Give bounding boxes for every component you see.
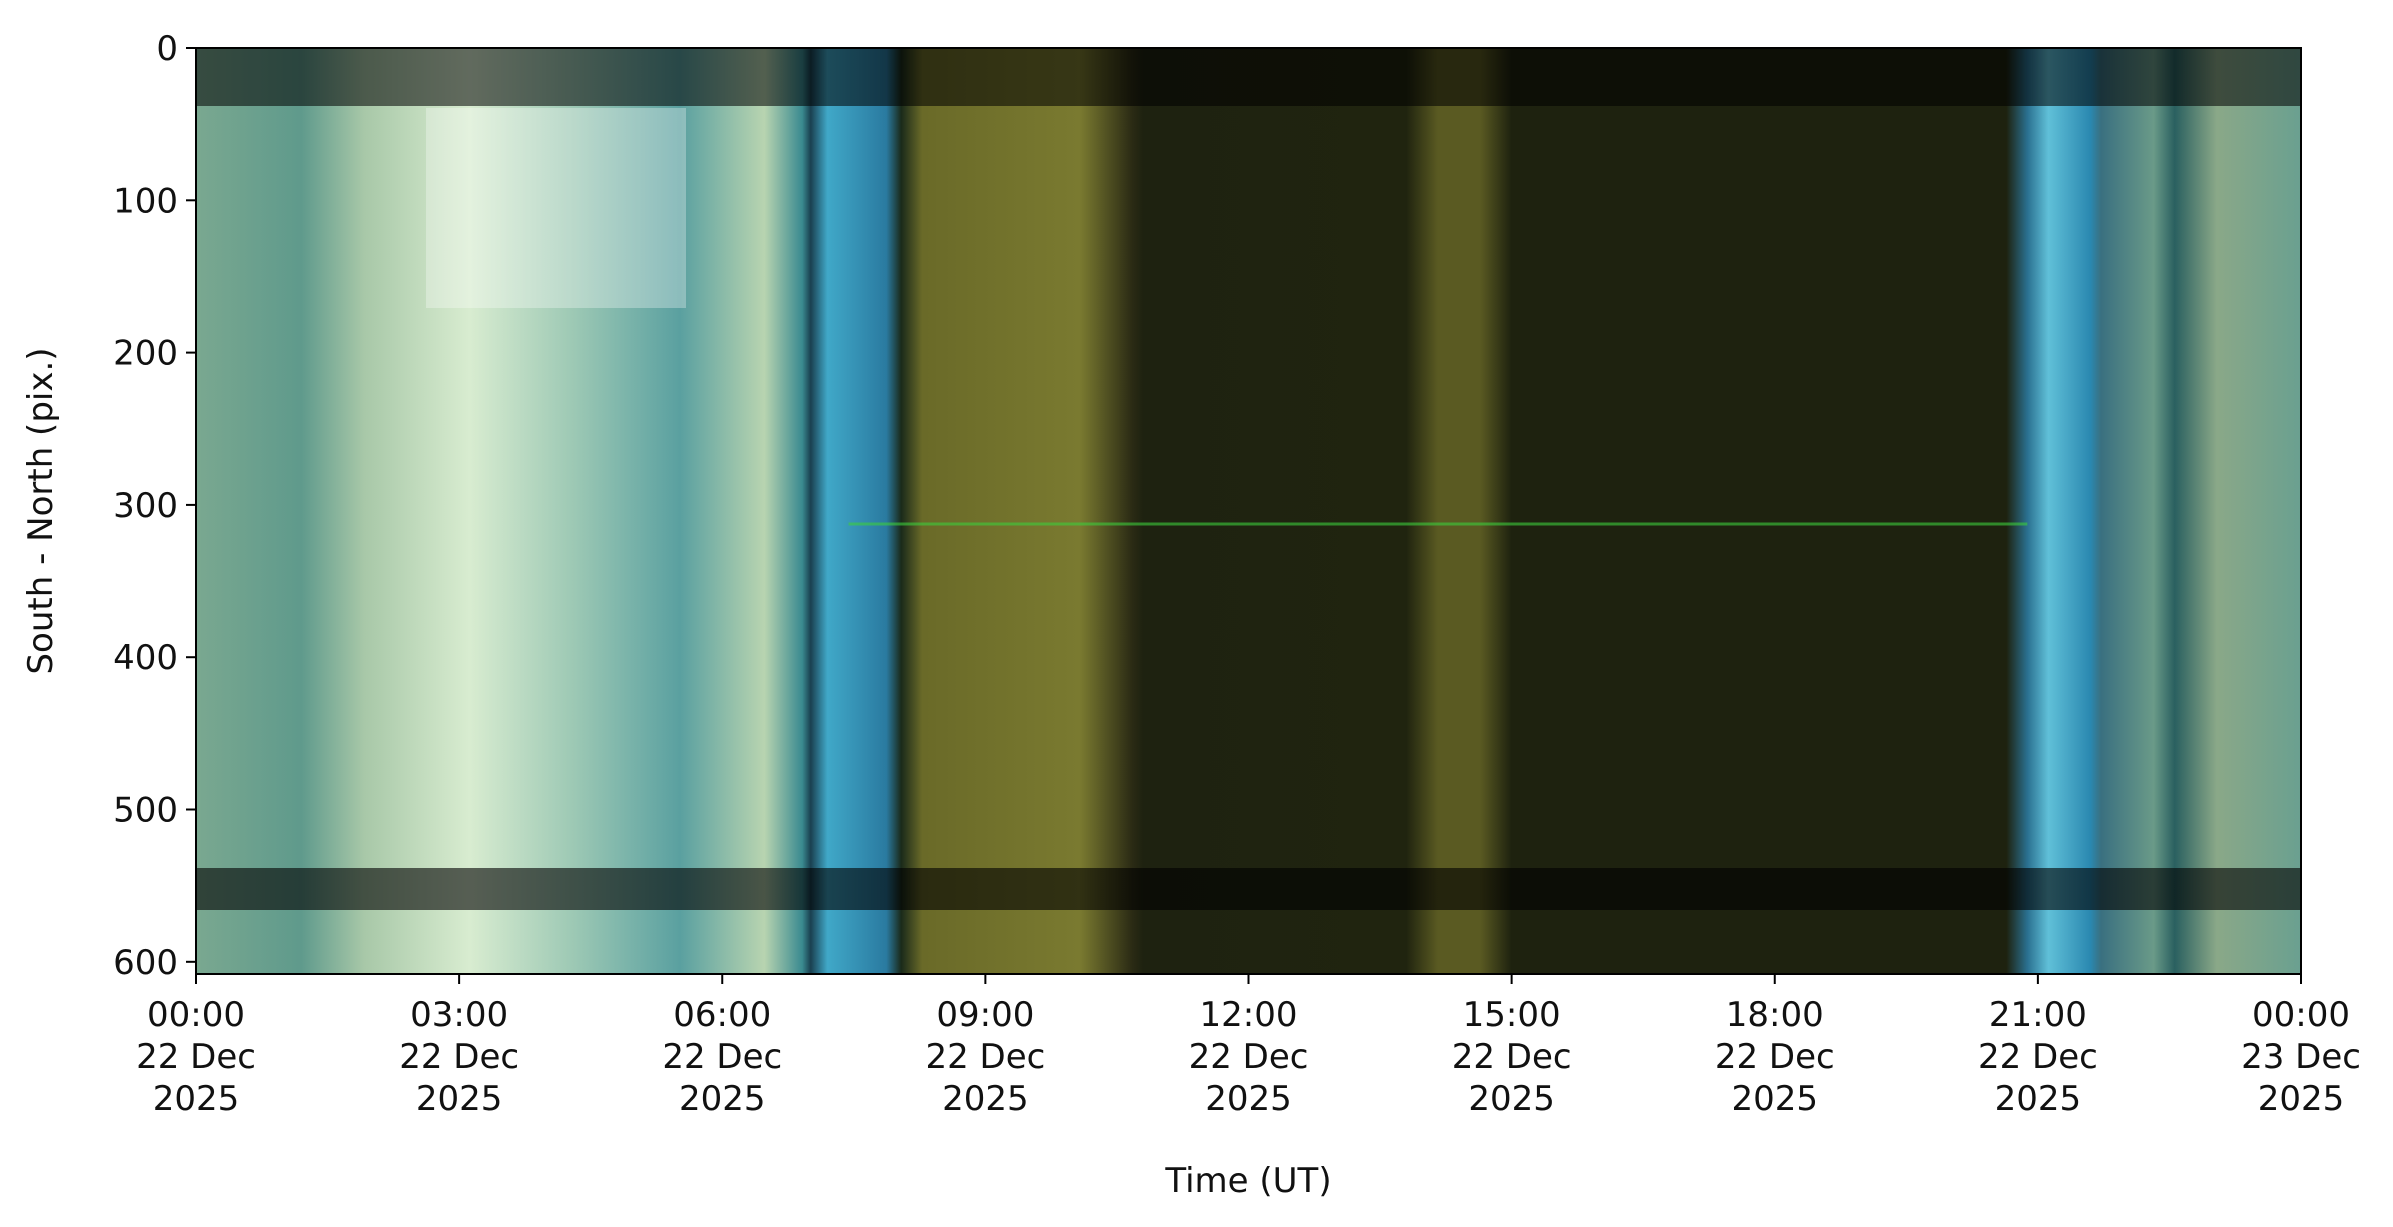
x-tick-label-line: 06:00 xyxy=(673,995,771,1035)
x-tick-label-line: 03:00 xyxy=(410,995,508,1035)
x-tick-label-line: 21:00 xyxy=(1989,995,2087,1035)
x-axis-label: Time (UT) xyxy=(1164,1161,1331,1201)
y-axis-label: South - North (pix.) xyxy=(21,347,61,674)
x-tick-label-line: 22 Dec xyxy=(1189,1037,1309,1077)
x-tick-label-line: 22 Dec xyxy=(1452,1037,1572,1077)
x-tick-label-line: 2025 xyxy=(416,1079,503,1119)
x-tick-label-line: 00:00 xyxy=(147,995,245,1035)
x-tick-label-line: 2025 xyxy=(942,1079,1029,1119)
x-tick-label-line: 12:00 xyxy=(1200,995,1298,1035)
y-tick-label: 300 xyxy=(113,486,178,526)
x-tick-label-line: 22 Dec xyxy=(399,1037,519,1077)
x-tick-label-line: 22 Dec xyxy=(136,1037,256,1077)
x-tick-label: 09:00 22 Dec 2025 xyxy=(925,995,1045,1119)
x-tick-label-line: 2025 xyxy=(153,1079,240,1119)
x-tick-label-line: 2025 xyxy=(679,1079,766,1119)
x-tick-label-line: 2025 xyxy=(1731,1079,1818,1119)
x-tick-label-line: 22 Dec xyxy=(1715,1037,1835,1077)
y-tick-label: 500 xyxy=(113,791,178,831)
y-tick-label: 400 xyxy=(113,638,178,678)
dark-band xyxy=(196,868,2301,910)
keogram-image xyxy=(196,48,2301,974)
x-tick-label: 18:00 22 Dec 2025 xyxy=(1715,995,1835,1119)
x-tick-label-line: 2025 xyxy=(1468,1079,1555,1119)
y-tick-label: 200 xyxy=(113,334,178,374)
glow xyxy=(426,108,686,308)
x-tick-label: 00:00 23 Dec 2025 xyxy=(2241,995,2361,1119)
x-tick-label: 00:00 22 Dec 2025 xyxy=(136,995,256,1119)
dark-band xyxy=(196,48,2301,106)
x-tick-label-line: 22 Dec xyxy=(1978,1037,2098,1077)
x-tick-label: 15:00 22 Dec 2025 xyxy=(1452,995,1572,1119)
x-tick-label-line: 09:00 xyxy=(936,995,1034,1035)
x-tick-label-line: 18:00 xyxy=(1726,995,1824,1035)
y-tick-label: 100 xyxy=(113,181,178,221)
x-tick-label-line: 22 Dec xyxy=(925,1037,1045,1077)
x-tick-label-line: 2025 xyxy=(1995,1079,2082,1119)
x-tick-label: 06:00 22 Dec 2025 xyxy=(662,995,782,1119)
x-tick-label: 03:00 22 Dec 2025 xyxy=(399,995,519,1119)
x-tick-label-line: 00:00 xyxy=(2252,995,2350,1035)
x-tick-label-line: 15:00 xyxy=(1463,995,1561,1035)
y-tick-label: 600 xyxy=(113,943,178,983)
x-tick-label: 12:00 22 Dec 2025 xyxy=(1189,995,1309,1119)
x-tick-label-line: 2025 xyxy=(2258,1079,2345,1119)
x-tick-label: 21:00 22 Dec 2025 xyxy=(1978,995,2098,1119)
y-tick-label: 0 xyxy=(156,29,178,69)
x-tick-label-line: 2025 xyxy=(1205,1079,1292,1119)
x-tick-label-line: 22 Dec xyxy=(662,1037,782,1077)
x-tick-label-line: 23 Dec xyxy=(2241,1037,2361,1077)
image-background xyxy=(196,48,2301,974)
